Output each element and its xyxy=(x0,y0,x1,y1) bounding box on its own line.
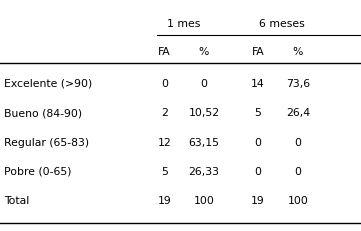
Text: 0: 0 xyxy=(255,137,262,148)
Text: 14: 14 xyxy=(251,79,265,89)
Text: 10,52: 10,52 xyxy=(188,108,219,118)
Text: 2: 2 xyxy=(161,108,168,118)
Text: 0: 0 xyxy=(294,167,301,177)
Text: 26,33: 26,33 xyxy=(188,167,219,177)
Text: 5: 5 xyxy=(161,167,168,177)
Text: 0: 0 xyxy=(161,79,168,89)
Text: Excelente (>90): Excelente (>90) xyxy=(4,79,92,89)
Text: 6 meses: 6 meses xyxy=(259,19,304,29)
Text: %: % xyxy=(293,47,303,57)
Text: 100: 100 xyxy=(287,196,308,206)
Text: 0: 0 xyxy=(200,79,208,89)
Text: Total: Total xyxy=(4,196,29,206)
Text: 1 mes: 1 mes xyxy=(168,19,201,29)
Text: 100: 100 xyxy=(193,196,214,206)
Text: FA: FA xyxy=(252,47,265,57)
Text: 73,6: 73,6 xyxy=(286,79,310,89)
Text: 26,4: 26,4 xyxy=(286,108,310,118)
Text: FA: FA xyxy=(158,47,171,57)
Text: Bueno (84-90): Bueno (84-90) xyxy=(4,108,82,118)
Text: 19: 19 xyxy=(251,196,265,206)
Text: 0: 0 xyxy=(255,167,262,177)
Text: 63,15: 63,15 xyxy=(188,137,219,148)
Text: Regular (65-83): Regular (65-83) xyxy=(4,137,89,148)
Text: Pobre (0-65): Pobre (0-65) xyxy=(4,167,71,177)
Text: 5: 5 xyxy=(255,108,262,118)
Text: 19: 19 xyxy=(157,196,171,206)
Text: %: % xyxy=(199,47,209,57)
Text: 0: 0 xyxy=(294,137,301,148)
Text: 12: 12 xyxy=(157,137,171,148)
